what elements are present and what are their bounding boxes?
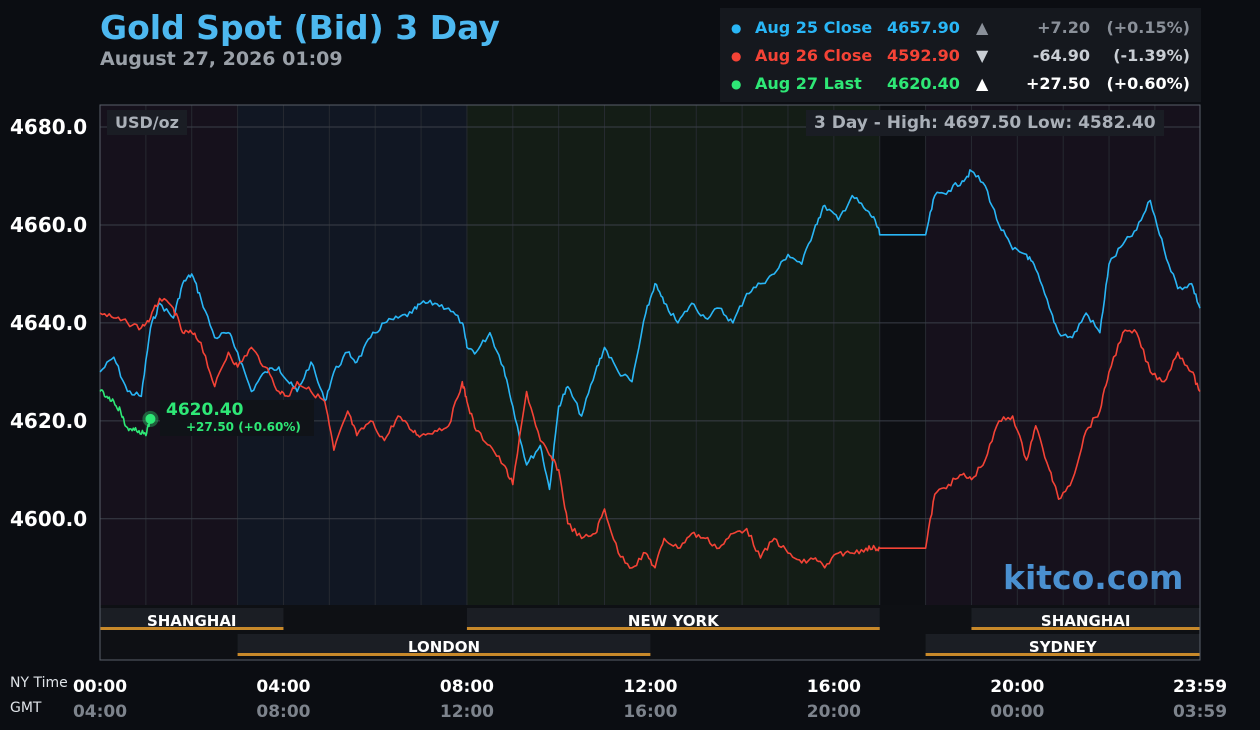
legend-dot-icon: ●	[731, 77, 742, 91]
session-block	[971, 608, 1200, 630]
last-price-value: 4620.40	[166, 400, 244, 420]
legend-label: Aug 27 Last	[755, 74, 862, 93]
session-label: SHANGHAI	[1041, 612, 1131, 630]
plot-frame	[99, 104, 1201, 661]
x-tick-label-gmt: 03:59	[1173, 702, 1227, 722]
ny-time-axis-name: NY Time	[10, 675, 68, 691]
y-tick-label: 4680.0	[10, 115, 87, 139]
x-tick-label-gmt: 04:00	[73, 702, 127, 722]
unit-label: USD/oz	[107, 110, 187, 135]
x-tick-label-ny: 08:00	[440, 677, 494, 697]
y-tick-label: 4600.0	[10, 507, 87, 531]
series-line	[99, 389, 152, 437]
session-block	[925, 634, 1200, 656]
legend-value: 4657.90	[887, 18, 960, 37]
x-tick-label-ny: 04:00	[256, 677, 310, 697]
x-tick-label-gmt: 16:00	[623, 702, 677, 722]
page-title: Gold Spot (Bid) 3 Day	[100, 8, 500, 47]
x-tick-label-gmt: 00:00	[990, 702, 1044, 722]
session-block	[237, 634, 651, 656]
legend-change: +7.20	[1037, 18, 1090, 37]
legend: ● Aug 25 Close 4657.90 ▲ +7.20 (+0.15%) …	[720, 8, 1201, 102]
legend-label: Aug 26 Close	[755, 46, 873, 65]
session-shade	[466, 105, 880, 605]
legend-row-aug26: ● Aug 26 Close 4592.90 ▼ -64.90 (-1.39%)	[720, 42, 1201, 70]
session-block	[100, 608, 284, 630]
y-tick-label: 4660.0	[10, 213, 87, 237]
down-arrow-icon: ▼	[976, 46, 989, 65]
legend-row-aug27: ● Aug 27 Last 4620.40 ▲ +27.50 (+0.60%)	[720, 70, 1201, 98]
session-bar	[100, 627, 284, 630]
y-tick-label: 4640.0	[10, 311, 87, 335]
up-arrow-icon: ▲	[976, 18, 989, 37]
series-line	[99, 169, 1201, 491]
legend-percent: (+0.60%)	[1106, 74, 1190, 93]
legend-percent: (-1.39%)	[1113, 46, 1190, 65]
gmt-axis-name: GMT	[10, 700, 42, 716]
legend-value: 4592.90	[887, 46, 960, 65]
y-tick-label: 4620.0	[10, 409, 87, 433]
x-tick-label-gmt: 08:00	[256, 702, 310, 722]
legend-value: 4620.40	[887, 74, 960, 93]
legend-row-aug25: ● Aug 25 Close 4657.90 ▲ +7.20 (+0.15%)	[720, 14, 1201, 42]
x-tick-label-ny: 12:00	[623, 677, 677, 697]
x-tick-label-ny: 20:00	[990, 677, 1044, 697]
x-tick-label-ny: 16:00	[807, 677, 861, 697]
x-tick-label-gmt: 20:00	[807, 702, 861, 722]
x-tick-label-gmt: 12:00	[440, 702, 494, 722]
session-shade	[100, 105, 238, 605]
session-bar	[925, 653, 1200, 656]
session-shade	[879, 105, 926, 605]
session-bar	[237, 653, 651, 656]
last-price-label: 4620.40 +27.50 (+0.60%)	[160, 400, 314, 436]
chart-timestamp: August 27, 2026 01:09	[100, 48, 343, 70]
last-price-change: +27.50 (+0.60%)	[186, 420, 301, 434]
x-tick-label-ny: 00:00	[73, 677, 127, 697]
session-label: SHANGHAI	[147, 612, 237, 630]
legend-dot-icon: ●	[731, 21, 742, 35]
legend-percent: (+0.15%)	[1106, 18, 1190, 37]
session-bar	[466, 627, 880, 630]
x-tick-label-ny: 23:59	[1173, 677, 1227, 697]
legend-change: +27.50	[1025, 74, 1090, 93]
legend-change: -64.90	[1032, 46, 1090, 65]
brand-logo[interactable]: kitco.com	[1003, 558, 1184, 597]
session-bar	[971, 627, 1200, 630]
last-price-dot	[145, 413, 156, 424]
session-shade	[237, 105, 467, 605]
high-low-readout: 3 Day - High: 4697.50 Low: 4582.40	[806, 110, 1164, 136]
session-label: SYDNEY	[1029, 638, 1098, 656]
session-label: NEW YORK	[628, 612, 720, 630]
series-line	[99, 297, 1201, 569]
session-label: LONDON	[408, 638, 480, 656]
session-block	[466, 608, 880, 630]
legend-dot-icon: ●	[731, 49, 742, 63]
legend-label: Aug 25 Close	[755, 18, 873, 37]
up-arrow-icon: ▲	[976, 74, 989, 93]
